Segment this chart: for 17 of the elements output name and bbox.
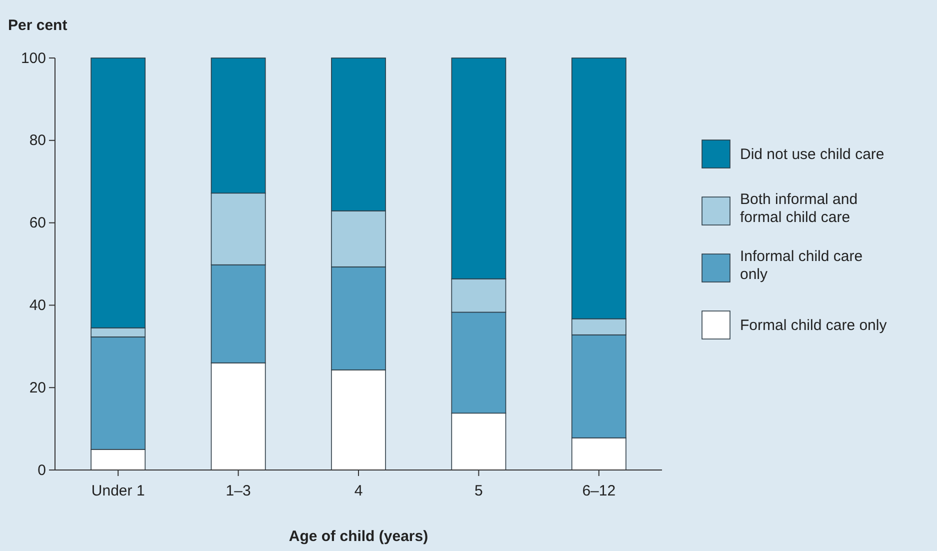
x-axis-title: Age of child (years): [288, 528, 428, 545]
legend-label: Both informal and formal child care: [740, 191, 858, 226]
x-tick-label: Under 1: [91, 482, 145, 500]
y-axis-title: Per cent: [8, 17, 68, 34]
y-tick-label: 0: [38, 462, 46, 479]
legend-label: Informal child care only: [740, 248, 863, 283]
y-tick-label: 100: [20, 50, 46, 67]
y-tick-label: 20: [29, 379, 46, 396]
x-tick-label: 6–12: [582, 482, 616, 500]
y-tick-label: 60: [29, 214, 46, 232]
legend-label: Formal child care only: [740, 317, 888, 334]
x-tick-label: 5: [474, 482, 483, 500]
x-tick-label: 1–3: [226, 482, 251, 500]
legend-label: Did not use child care: [740, 146, 884, 163]
y-tick-label: 40: [29, 297, 46, 314]
y-tick-label: 80: [29, 132, 46, 150]
x-tick-label: 4: [354, 482, 363, 500]
